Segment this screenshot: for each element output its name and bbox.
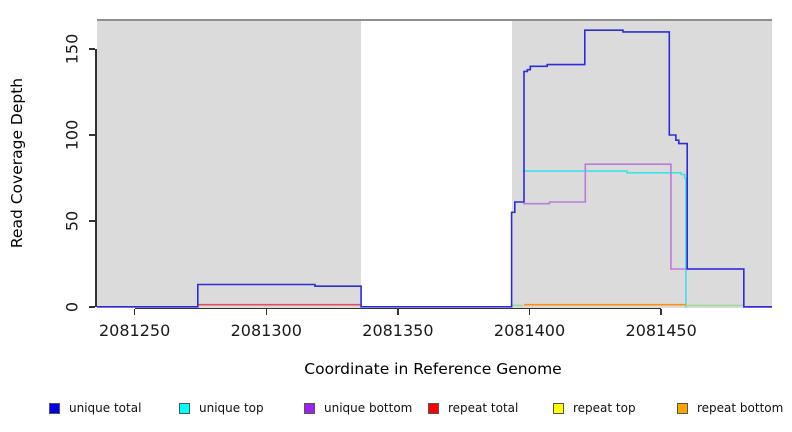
y-axis-title: Read Coverage Depth <box>8 77 26 249</box>
x-tick-label: 2081300 <box>230 321 302 340</box>
y-axis-line <box>95 49 97 307</box>
legend-swatch-icon <box>428 402 439 414</box>
y-tick-label: 100 <box>62 119 82 151</box>
plot-area <box>97 19 772 308</box>
y-tick <box>89 134 95 136</box>
y-tick <box>89 220 95 222</box>
coverage-step-lines <box>97 29 772 308</box>
legend-item-repeat-total: repeat total <box>428 399 518 417</box>
x-tick <box>397 308 399 315</box>
legend-label: unique total <box>69 401 142 415</box>
y-tick <box>89 306 95 308</box>
x-tick-label: 2081350 <box>362 321 434 340</box>
series-unique-top <box>522 170 687 308</box>
x-tick <box>265 308 268 315</box>
legend-label: repeat top <box>573 401 636 415</box>
x-tick <box>133 308 136 315</box>
x-tick-label: 2081450 <box>625 321 697 340</box>
series-unique-total <box>97 29 772 308</box>
x-tick-label: 2081250 <box>99 321 171 340</box>
legend: unique total unique top unique bottom repea… <box>0 399 792 423</box>
legend-label: unique top <box>199 401 264 415</box>
legend-item-unique-bottom: unique bottom <box>304 399 412 417</box>
legend-swatch-icon <box>553 402 564 414</box>
x-tick <box>660 308 662 315</box>
x-tick <box>528 308 531 315</box>
legend-item-unique-top: unique top <box>179 399 264 417</box>
series-unique-bottom <box>523 163 772 308</box>
y-tick-label: 50 <box>62 210 82 232</box>
y-tick-label: 150 <box>62 33 82 65</box>
y-tick-label: 0 <box>62 301 82 312</box>
legend-item-unique-total: unique total <box>49 399 141 417</box>
legend-item-repeat-top: repeat top <box>553 399 636 417</box>
legend-item-repeat-bottom: repeat bottom <box>677 399 783 417</box>
x-axis-line <box>134 307 662 309</box>
x-tick-label: 2081400 <box>493 321 566 340</box>
legend-label: unique bottom <box>324 401 413 415</box>
legend-label: repeat total <box>448 401 519 415</box>
legend-swatch-icon <box>49 402 60 414</box>
legend-label: repeat bottom <box>697 401 784 415</box>
legend-swatch-icon <box>179 402 190 414</box>
y-tick <box>89 48 95 50</box>
repeat-region-shade <box>97 21 362 308</box>
legend-swatch-icon <box>304 402 315 414</box>
x-axis-title: Coordinate in Reference Genome <box>304 360 562 378</box>
legend-swatch-icon <box>677 402 688 414</box>
